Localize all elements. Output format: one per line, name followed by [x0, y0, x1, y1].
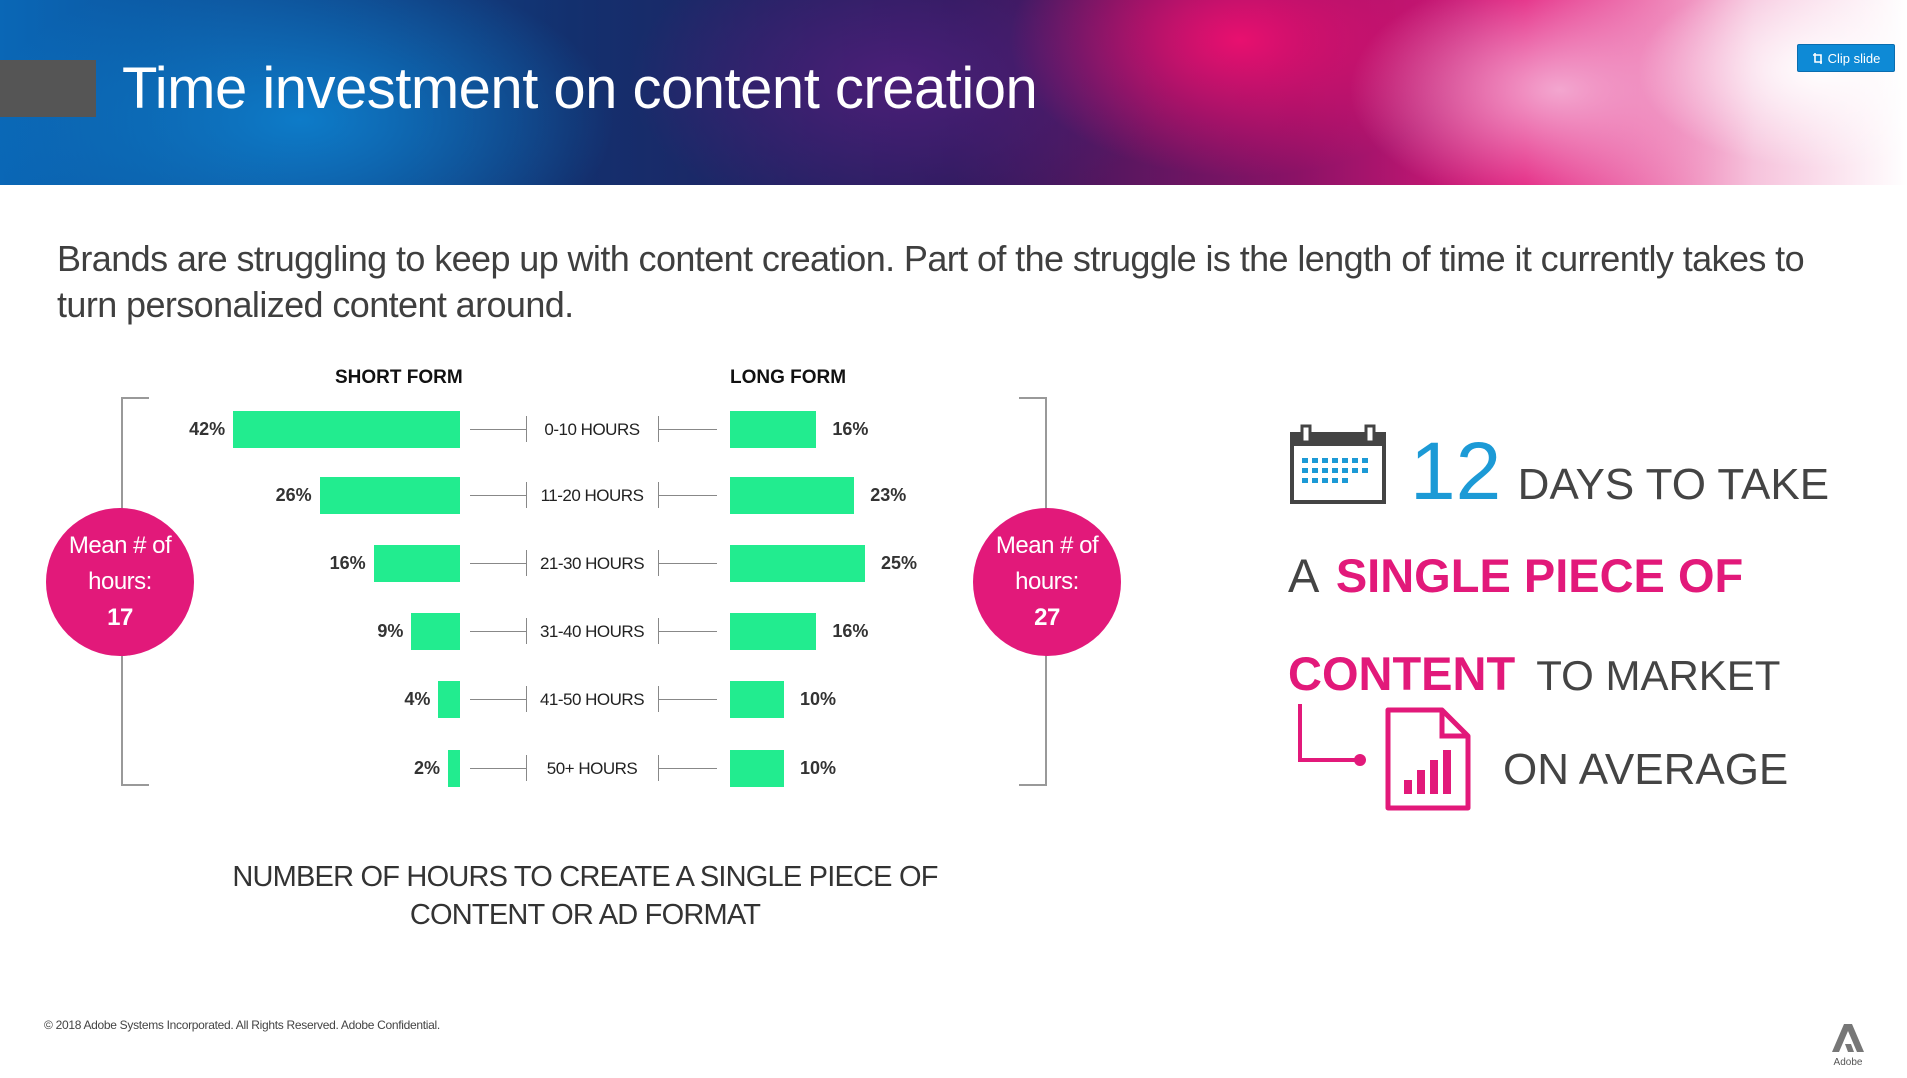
short-form-value-label: 26% [275, 485, 312, 505]
short-form-bar [373, 545, 460, 582]
stat-days-text: DAYS TO TAKE [1517, 460, 1830, 509]
right-connector [659, 631, 717, 632]
short-mean-label: Mean # of hours: [68, 532, 172, 595]
long-form-header: LONG FORM [730, 367, 847, 388]
intro-text: Brands are struggling to keep up with co… [57, 238, 1805, 325]
left-tick [526, 686, 527, 712]
stat-highlight-1: SINGLE PIECE OF [1335, 549, 1744, 602]
right-connector [659, 768, 717, 769]
hours-category-label: 11-20 HOURS [540, 486, 644, 505]
long-form-mean-badge: Mean # of hours: 27 [973, 508, 1121, 656]
left-connector [470, 429, 526, 430]
short-form-value-label: 4% [404, 689, 431, 709]
long-form-value-label: 10% [800, 689, 837, 709]
left-tick [526, 755, 527, 781]
clip-icon [1812, 52, 1822, 64]
long-form-value-label: 16% [832, 419, 869, 439]
long-form-bar [730, 750, 784, 787]
short-mean-value: 17 [107, 604, 133, 631]
header-banner [0, 0, 1907, 185]
short-form-value-label: 42% [189, 419, 226, 439]
hours-category-label: 0-10 HOURS [544, 420, 640, 439]
left-connector [470, 495, 526, 496]
long-mean-value: 27 [1034, 604, 1060, 631]
right-tick [658, 416, 659, 442]
stat-line-1: 12 DAYS TO TAKE [1410, 425, 1830, 517]
long-form-bar [730, 613, 817, 650]
hours-category-label: 50+ HOURS [546, 759, 638, 778]
title-accent-tab [0, 60, 96, 117]
stat-market-text: TO MARKET [1536, 652, 1781, 699]
days-number: 12 [1410, 426, 1502, 517]
slide-title: Time investment on content creation [122, 56, 1038, 121]
stat-prefix: A [1288, 549, 1317, 602]
copyright-footer: © 2018 Adobe Systems Incorporated. All R… [44, 1018, 440, 1032]
short-form-value-label: 2% [413, 758, 440, 778]
short-form-value-label: 9% [377, 621, 404, 641]
adobe-logo-label: Adobe [1833, 1057, 1863, 1068]
short-form-value-label: 16% [329, 553, 366, 573]
long-form-value-label: 16% [832, 621, 869, 641]
long-form-bar [730, 411, 817, 448]
left-connector [470, 768, 526, 769]
right-connector [659, 495, 717, 496]
calendar-icon [1290, 424, 1386, 504]
clip-slide-label: Clip slide [1827, 50, 1881, 66]
short-form-header: SHORT FORM [335, 367, 463, 388]
short-form-bar [319, 477, 460, 514]
hours-category-label: 41-50 HOURS [539, 690, 645, 709]
stat-highlight-2: CONTENT [1288, 647, 1516, 700]
long-form-value-label: 10% [800, 758, 837, 778]
short-form-bar [233, 411, 460, 448]
left-tick [526, 550, 527, 576]
clip-slide-button[interactable]: Clip slide [1797, 44, 1895, 72]
left-connector [470, 699, 526, 700]
arrow-connector-icon [1298, 704, 1366, 766]
short-form-mean-badge: Mean # of hours: 17 [46, 508, 194, 656]
right-tick [658, 482, 659, 508]
long-form-bar [730, 477, 855, 514]
right-tick [658, 550, 659, 576]
stat-line-2: A SINGLE PIECE OF [1288, 548, 1743, 603]
left-tick [526, 416, 527, 442]
left-tick [526, 482, 527, 508]
right-tick [658, 755, 659, 781]
stat-line-4: ON AVERAGE [1503, 745, 1789, 794]
hours-category-label: 31-40 HOURS [539, 622, 645, 641]
hours-category-label: 21-30 HOURS [539, 554, 645, 573]
short-form-bar [448, 750, 460, 787]
right-tick [658, 686, 659, 712]
right-tick [658, 618, 659, 644]
long-form-bar [730, 545, 865, 582]
document-chart-icon [1385, 707, 1471, 811]
adobe-logo-icon: Adobe [1830, 1022, 1866, 1068]
left-connector [470, 563, 526, 564]
right-connector [659, 563, 717, 564]
right-connector [659, 429, 717, 430]
left-tick [526, 618, 527, 644]
left-connector [470, 631, 526, 632]
long-form-bar [730, 681, 784, 718]
short-form-bar [411, 613, 460, 650]
short-form-bar [438, 681, 460, 718]
stat-line-3: CONTENT TO MARKET [1288, 646, 1780, 701]
long-form-value-label: 25% [881, 553, 918, 573]
right-connector [659, 699, 717, 700]
chart-caption: NUMBER OF HOURS TO CREATE A SINGLE PIECE… [232, 861, 938, 931]
long-mean-label: Mean # of hours: [995, 532, 1099, 595]
long-form-value-label: 23% [870, 485, 907, 505]
